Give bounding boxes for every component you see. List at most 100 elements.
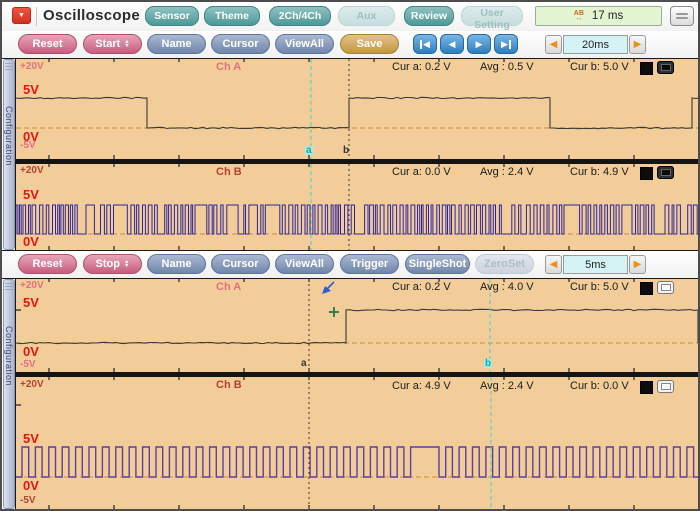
voltage-label-0v: 0V	[23, 478, 39, 493]
scope1-viewall-button[interactable]: ViewAll	[275, 34, 334, 54]
review-button[interactable]: Review	[404, 6, 454, 26]
scope2-cursor-button[interactable]: Cursor	[211, 254, 270, 274]
scope2-channel-separator	[15, 372, 698, 377]
voltage-label-0v: 0V	[23, 129, 39, 144]
scope1-toolbar: Reset Start ▲ ▼ Name Cursor ViewAll Save …	[2, 31, 698, 58]
voltage-label-5v: 5V	[23, 431, 39, 446]
channel-b-title: Ch B	[216, 379, 242, 391]
cursor-b-readout: Cur b: 5.0 V	[570, 61, 629, 73]
scope1-cursor-button[interactable]: Cursor	[211, 34, 270, 54]
scope1-start-button[interactable]: Start ▲ ▼	[83, 34, 142, 54]
scope2-trigger-button[interactable]: Trigger	[340, 254, 399, 274]
interval-measure-display[interactable]: AB ↔ 17 ms	[535, 6, 662, 26]
skip-start-icon: ◀	[423, 38, 430, 49]
voltage-label-bottom: -5V	[20, 495, 36, 506]
nav-next-button[interactable]: ▶	[467, 34, 491, 54]
scope1-reset-button[interactable]: Reset	[18, 34, 77, 54]
user-setting-button: User Setting	[461, 6, 523, 31]
nav-last-button[interactable]: ▶	[494, 34, 518, 54]
voltage-label-5v: 5V	[23, 187, 39, 202]
scope2-toolbar: Reset Stop ▲ ▼ Name Cursor ViewAll Trigge…	[2, 251, 698, 278]
spinner-icon: ▲ ▼	[124, 258, 130, 269]
nav-first-button[interactable]: ◀	[413, 34, 437, 54]
channel-color-swatch-button[interactable]	[640, 381, 653, 394]
voltage-label-5v: 5V	[23, 82, 39, 97]
tab-grip-icon	[5, 283, 13, 292]
right-arrow-icon: ▶	[633, 259, 642, 270]
scope2-channel-b-plot[interactable]: +20V 5V 0V -5V Ch B Cur a: 4.9 V Avg : 2…	[16, 377, 698, 509]
tab-grip-icon	[5, 63, 13, 72]
scope2-viewall-button[interactable]: ViewAll	[275, 254, 334, 274]
cursor-b-handle[interactable]: b	[343, 145, 350, 156]
channel-color-swatch-button[interactable]	[640, 62, 653, 75]
skip-end-icon: ▶	[501, 38, 508, 49]
scope2-channel-b-waveform	[16, 377, 698, 509]
left-arrow-icon: ◀	[549, 39, 558, 50]
scope2-singleshot-button[interactable]: SingleShot	[405, 254, 470, 274]
cursor-a-readout: Cur a: 0.2 V	[392, 61, 451, 73]
avg-readout: Avg : 2.4 V	[480, 380, 534, 392]
channel-display-toggle-button[interactable]	[657, 166, 674, 179]
scope2-reset-button[interactable]: Reset	[18, 254, 77, 274]
scope1-plot-bottom-border	[2, 250, 698, 251]
scope2-configuration-tab[interactable]: Configuration	[3, 279, 15, 509]
scope2-plot-left-border	[15, 278, 16, 509]
scope1-channel-a-plot[interactable]: +20V 5V 0V -5V Ch A Cur a: 0.2 V Avg : 0…	[16, 59, 698, 159]
cursor-b-handle[interactable]: b	[484, 358, 493, 369]
menu-arrow-icon: ▼	[18, 12, 25, 19]
scope1-name-button[interactable]: Name	[147, 34, 206, 54]
voltage-label-bottom: -5V	[20, 359, 36, 370]
interval-value: 17 ms	[591, 10, 624, 22]
channel-display-toggle-button[interactable]	[657, 281, 674, 294]
right-arrow-icon: ▶	[633, 39, 642, 50]
scope2-timebase-decrease-button[interactable]: ◀	[545, 255, 562, 274]
spinner-icon: ▲ ▼	[124, 38, 130, 49]
scope2-channel-a-waveform	[16, 279, 698, 372]
scope1-timebase-value[interactable]: 20ms	[563, 35, 628, 54]
scope1-configuration-tab[interactable]: Configuration	[3, 59, 15, 250]
app-menu-button[interactable]: ▼	[12, 7, 31, 24]
channel-display-toggle-button[interactable]	[657, 380, 674, 393]
scope2-timebase-increase-button[interactable]: ▶	[629, 255, 646, 274]
cursor-a-handle[interactable]: a	[305, 145, 313, 156]
sensor-button[interactable]: Sensor	[145, 6, 199, 26]
scope1-timebase-decrease-button[interactable]: ◀	[545, 35, 562, 54]
layout-lines-icon	[676, 13, 688, 15]
scope1-channel-a-waveform	[16, 59, 698, 159]
window-layout-button[interactable]	[670, 6, 694, 26]
scope1-plot-top-border	[2, 58, 698, 59]
scope1-timebase-increase-button[interactable]: ▶	[629, 35, 646, 54]
channel-display-toggle-button[interactable]	[657, 61, 674, 74]
voltage-label-0v: 0V	[23, 344, 39, 359]
scope2-stop-button[interactable]: Stop ▲ ▼	[83, 254, 142, 274]
app-bar: ▼ Oscilloscope Sensor Theme 2Ch/4Ch Aux …	[2, 2, 698, 32]
cursor-a-readout: Cur a: 0.0 V	[392, 166, 451, 178]
cursor-a-handle[interactable]: a	[301, 358, 307, 369]
scope2-channel-a-plot[interactable]: +20V 5V 0V -5V Ch A Cur a: 0.2 V Avg : 4…	[16, 279, 698, 372]
theme-button[interactable]: Theme	[204, 6, 260, 26]
cursor-a-readout: Cur a: 4.9 V	[392, 380, 451, 392]
scope1-channel-separator	[15, 159, 698, 164]
voltage-label-top: +20V	[20, 280, 44, 291]
scope2-zeroset-button: ZeroSet	[475, 254, 534, 274]
voltage-label-top: +20V	[20, 379, 44, 390]
cursor-b-readout: Cur b: 4.9 V	[570, 166, 629, 178]
channel-b-title: Ch B	[216, 166, 242, 178]
ab-interval-icon: AB ↔	[573, 10, 584, 22]
cursor-a-readout: Cur a: 0.2 V	[392, 281, 451, 293]
scope2-name-button[interactable]: Name	[147, 254, 206, 274]
avg-readout: Avg : 4.0 V	[480, 281, 534, 293]
scope1-channel-b-plot[interactable]: +20V 5V 0V Ch B Cur a: 0.0 V Avg : 2.4 V…	[16, 164, 698, 250]
nav-prev-button[interactable]: ◀	[440, 34, 464, 54]
prev-icon: ◀	[448, 38, 456, 49]
scope1-plot-left-border	[15, 58, 16, 250]
scope1-save-button[interactable]: Save	[340, 34, 399, 54]
title-divider	[36, 7, 37, 26]
voltage-label-bottom: -5V	[20, 140, 36, 151]
scope2-timebase-value[interactable]: 5ms	[563, 255, 628, 274]
channel-color-swatch-button[interactable]	[640, 282, 653, 295]
scope2-plot-top-border	[2, 278, 698, 279]
channel-color-swatch-button[interactable]	[640, 167, 653, 180]
channel-mode-button[interactable]: 2Ch/4Ch	[269, 6, 331, 26]
